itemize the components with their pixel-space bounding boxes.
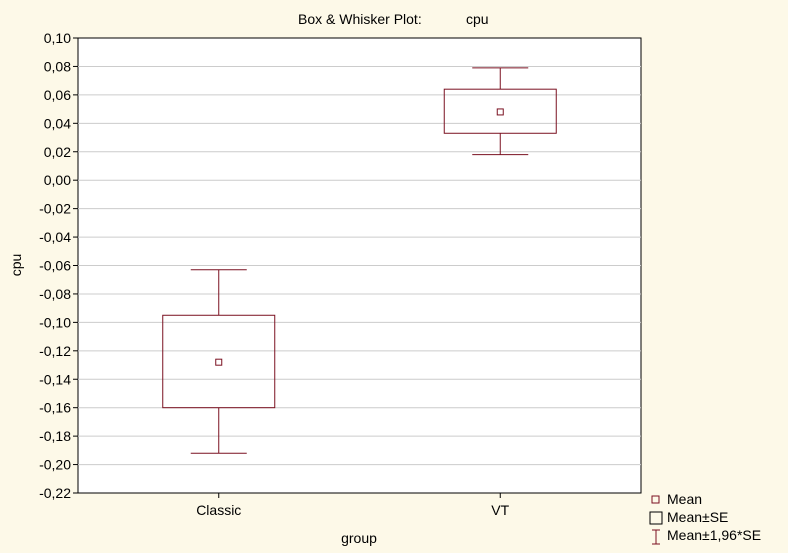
y-tick-label: -0,04 [39,229,71,245]
y-tick-label: -0,12 [39,343,71,359]
y-tick-label: -0,18 [39,428,71,444]
y-tick-label: -0,16 [39,400,71,416]
y-axis-ticks: 0,10 0,08 0,06 0,04 0,02 0,00 -0,02 -0,04 -0,06 -… [39,30,78,501]
box-classic [162,269,276,454]
x-tick-label: Classic [196,502,241,518]
legend-ci-label: Mean±1,96*SE [667,527,761,543]
box-vt [443,67,557,156]
y-tick-label: -0,06 [39,258,71,274]
legend-mean-label: Mean [667,491,702,507]
se-box [162,314,276,409]
legend-mean-icon [651,495,660,504]
y-tick-label: 0,08 [44,58,71,74]
x-axis-ticks: Classic VT [196,493,510,518]
se-box [443,88,557,134]
mean-marker [215,358,223,366]
x-tick-label: VT [491,502,509,518]
y-tick-label: -0,08 [39,286,71,302]
y-tick-label: -0,14 [39,371,71,387]
grid-lines [78,65,641,466]
y-tick-label: 0,06 [44,87,71,103]
y-tick-label: 0,00 [44,172,71,188]
y-tick-label: -0,10 [39,314,71,330]
x-axis-label: group [341,530,377,546]
y-tick-label: 0,10 [44,30,71,46]
legend-se-label: Mean±SE [667,509,728,525]
y-tick-label: 0,04 [44,115,71,131]
y-tick-label: 0,02 [44,144,71,160]
y-tick-label: -0,02 [39,201,71,217]
y-tick-label: -0,20 [39,457,71,473]
legend-whisker-icon [652,529,660,545]
chart-title: Box & Whisker Plot: [298,11,422,27]
y-axis-label: cpu [8,254,24,277]
mean-marker [496,108,504,116]
chart-title-variable: cpu [466,11,489,27]
boxes [162,67,557,454]
legend: Mean Mean±SE Mean±1,96*SE [649,491,761,545]
y-tick-label: -0,22 [39,485,71,501]
legend-se-box-icon [649,511,663,525]
